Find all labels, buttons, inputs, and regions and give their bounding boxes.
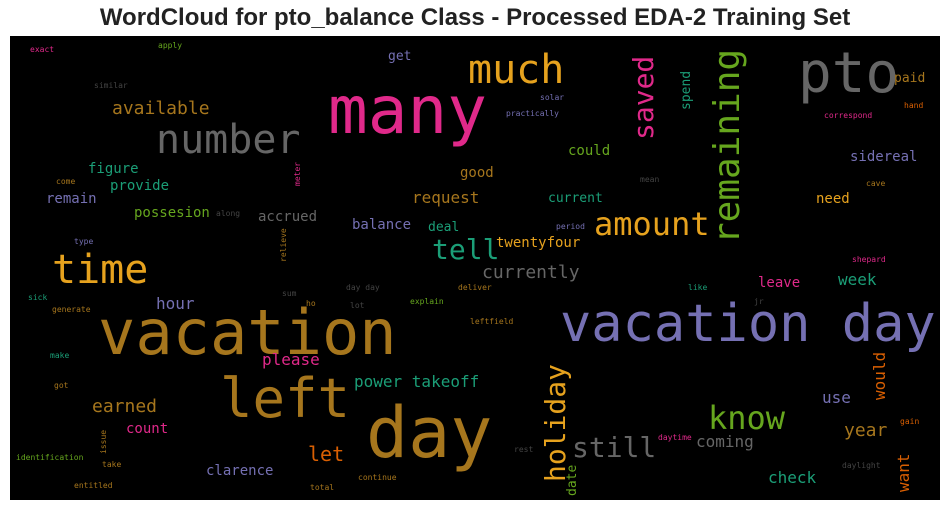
- word-sick: sick: [28, 293, 48, 302]
- word-week: week: [838, 270, 877, 289]
- word-deal: deal: [428, 220, 460, 235]
- word-relieve: relieve: [279, 228, 288, 262]
- word-use: use: [822, 388, 851, 407]
- word-meter: meter: [293, 161, 302, 186]
- word-day: day: [366, 392, 493, 474]
- word-ho: ho: [306, 299, 316, 308]
- wordcloud-canvas: vacation day day vacation many pto left …: [10, 36, 940, 500]
- word-shepard: shepard: [852, 255, 886, 264]
- word-many: many: [328, 72, 487, 149]
- word-cave: cave: [866, 179, 886, 188]
- word-coming: coming: [696, 432, 754, 451]
- word-balance: balance: [352, 217, 412, 233]
- word-accrued: accrued: [258, 209, 318, 225]
- word-pto: pto: [798, 41, 900, 106]
- word-power-takeoff: power takeoff: [354, 372, 480, 391]
- word-correspond: correspond: [824, 111, 873, 120]
- word-daytime: daytime: [658, 433, 692, 442]
- word-similar: similar: [94, 81, 128, 90]
- word-daylight: daylight: [842, 461, 881, 470]
- word-good: good: [460, 165, 494, 181]
- word-request: request: [412, 188, 480, 207]
- word-clarence: clarence: [206, 463, 274, 479]
- chart-title: WordCloud for pto_balance Class - Proces…: [99, 4, 851, 31]
- word-deliver: deliver: [458, 283, 492, 292]
- word-come: come: [56, 177, 76, 186]
- word-saved: saved: [627, 55, 660, 140]
- word-rest: rest: [514, 445, 534, 454]
- word-paid: paid: [894, 71, 926, 86]
- word-remain: remain: [46, 191, 97, 207]
- word-spend: spend: [679, 70, 694, 110]
- word-know: know: [708, 399, 786, 437]
- word-generate: generate: [52, 305, 91, 314]
- word-sidereal: sidereal: [850, 149, 918, 165]
- word-leftfield: leftfield: [470, 317, 514, 326]
- word-mean: mean: [640, 175, 660, 184]
- word-make: make: [50, 351, 70, 360]
- word-explain: explain: [410, 297, 444, 306]
- word-sum: sum: [282, 289, 297, 298]
- word-amount: amount: [594, 205, 710, 243]
- word-available: available: [112, 98, 210, 119]
- word-vacation: vacation: [98, 296, 397, 369]
- word-currently: currently: [482, 262, 580, 283]
- word-twentyfour: twentyfour: [496, 235, 581, 251]
- word-number: number: [156, 117, 301, 163]
- word-vacation-day: vacation day: [560, 294, 936, 354]
- word-hand: hand: [904, 101, 924, 110]
- word-date: date: [565, 464, 580, 496]
- word-count: count: [126, 421, 169, 437]
- word-current: current: [548, 191, 603, 206]
- word-year: year: [844, 420, 888, 441]
- word-along: along: [216, 209, 241, 218]
- word-practically: practically: [506, 109, 559, 118]
- word-solar: solar: [540, 93, 565, 102]
- word-please: please: [262, 350, 320, 369]
- word-jr: jr: [754, 297, 764, 306]
- word-type: type: [74, 237, 94, 246]
- word-check: check: [768, 468, 817, 487]
- word-lot: lot: [350, 301, 365, 310]
- word-could: could: [568, 143, 611, 159]
- word-day-day: day day: [346, 283, 380, 292]
- word-got: got: [54, 381, 69, 390]
- word-issue: issue: [99, 429, 108, 454]
- word-much: much: [468, 47, 565, 93]
- word-apply: apply: [158, 41, 183, 50]
- word-hour: hour: [156, 294, 195, 313]
- word-want: want: [894, 453, 913, 492]
- word-let: let: [308, 442, 345, 466]
- word-gain: gain: [900, 417, 920, 426]
- word-earned: earned: [92, 396, 158, 417]
- word-possesion: possesion: [134, 205, 210, 221]
- word-provide: provide: [110, 178, 170, 194]
- word-figure: figure: [88, 161, 139, 177]
- word-continue: continue: [358, 473, 397, 482]
- word-time: time: [52, 247, 149, 293]
- word-like: like: [688, 283, 708, 292]
- word-would: would: [870, 351, 889, 400]
- word-need: need: [816, 191, 850, 207]
- word-identification: identification: [16, 453, 84, 462]
- word-leave: leave: [758, 275, 801, 291]
- word-take: take: [102, 460, 122, 469]
- word-period: period: [556, 222, 585, 231]
- word-tell: tell: [432, 233, 500, 266]
- word-remaining: remaining: [707, 48, 748, 244]
- word-still: still: [572, 431, 657, 464]
- word-total: total: [310, 483, 335, 492]
- word-get: get: [388, 49, 412, 64]
- word-left: left: [220, 367, 351, 430]
- word-entitled: entitled: [74, 481, 113, 490]
- word-exact: exact: [30, 45, 55, 54]
